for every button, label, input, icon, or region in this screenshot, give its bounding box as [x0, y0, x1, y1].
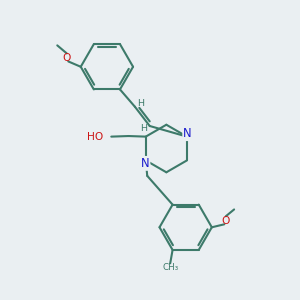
- Text: HO: HO: [87, 132, 103, 142]
- Text: N: N: [183, 127, 192, 140]
- Text: O: O: [63, 53, 71, 63]
- Text: H: H: [140, 124, 147, 134]
- Text: H: H: [137, 99, 144, 108]
- Text: N: N: [141, 157, 149, 170]
- Text: CH₃: CH₃: [162, 263, 178, 272]
- Text: O: O: [222, 216, 230, 226]
